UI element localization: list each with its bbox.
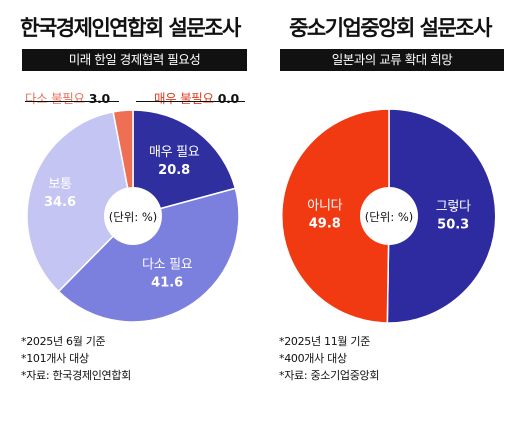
right-note-sample: *400개사 대상 <box>279 352 347 365</box>
slice-value-yes: 50.3 <box>437 218 469 233</box>
pie-center-unit-label: (단위: %) <box>109 210 158 224</box>
pie-slice-yes <box>386 108 497 324</box>
slice-label-yes: 그렇다 <box>436 200 471 215</box>
slice-label-very-necessary: 매우 필요 <box>149 145 200 160</box>
right-note-source: *자료: 중소기업중앙회 <box>279 369 380 382</box>
right-notes: *2025년 11월 기준 *400개사 대상 *자료: 중소기업중앙회 <box>279 333 379 384</box>
callout-somewhat-unnecessary: 다소 불필요 3.0 <box>25 88 110 107</box>
slice-value-neutral: 34.6 <box>44 195 76 210</box>
callout-very-unnecessary-label: 매우 불필요 <box>154 91 214 106</box>
pie-slice-very-necessary <box>132 109 237 217</box>
slice-label-neutral: 보통 <box>48 177 72 192</box>
left-chart-title: 한국경제인연합회 설문조사 <box>20 16 241 40</box>
left-panel: 한국경제인연합회 설문조사 미래 한일 경제협력 필요성 다소 불필요 3.0 매… <box>20 16 247 384</box>
callout-somewhat-unnecessary-value: 3.0 <box>88 91 111 106</box>
pie-slice-somewhat-necessary <box>57 187 240 323</box>
pie-center-hole <box>360 187 418 245</box>
left-note-source: *자료: 한국경제인연합회 <box>21 369 132 382</box>
left-note-sample: *101개사 대상 <box>21 352 89 365</box>
left-chart-subtitle: 미래 한일 경제협력 필요성 <box>22 49 247 71</box>
slice-value-somewhat-necessary: 41.6 <box>151 276 183 291</box>
callout-somewhat-unnecessary-label: 다소 불필요 <box>25 91 85 106</box>
pie-slice-no <box>281 108 390 324</box>
slice-label-no: 아니다 <box>307 199 342 214</box>
right-pie-chart: 그렇다 50.3 아니다 49.8 (단위: %) <box>281 108 497 324</box>
left-pie-chart: 매우 필요 20.8 다소 필요 41.6 보통 34.6 (단위: %) <box>26 109 240 323</box>
left-notes: *2025년 6월 기준 *101개사 대상 *자료: 한국경제인연합회 <box>21 333 131 384</box>
slice-value-very-necessary: 20.8 <box>158 163 190 178</box>
callout-line-right <box>136 101 245 102</box>
pie-slice-neutral <box>26 111 134 293</box>
pie-center-hole <box>104 187 162 245</box>
pie-center-unit-label: (단위: %) <box>365 210 414 224</box>
callout-very-unnecessary: 매우 불필요 0.0 <box>154 88 239 107</box>
callout-line-left <box>25 101 119 102</box>
slice-value-no: 49.8 <box>309 217 341 232</box>
right-chart-subtitle: 일본과의 교류 확대 희망 <box>280 49 504 71</box>
right-chart-title: 중소기업중앙회 설문조사 <box>289 16 492 40</box>
left-note-date: *2025년 6월 기준 <box>21 335 106 348</box>
slice-label-somewhat-necessary: 다소 필요 <box>142 258 193 273</box>
right-panel: 중소기업중앙회 설문조사 일본과의 교류 확대 희망 그렇다 50.3 아니다 49.… <box>260 0 520 435</box>
right-note-date: *2025년 11월 기준 <box>279 335 371 348</box>
callout-very-unnecessary-value: 0.0 <box>217 91 240 106</box>
